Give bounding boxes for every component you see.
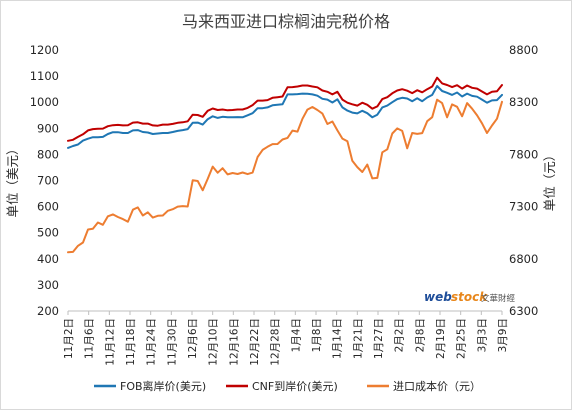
- x-tick-label-16: 2月2日: [394, 318, 406, 352]
- watermark-stock: stock: [451, 290, 488, 304]
- left-tick-label-6: 800: [37, 147, 59, 161]
- series-line-2: [67, 98, 503, 254]
- left-tick-label-5: 700: [37, 174, 59, 188]
- right-tick-label-0: 6300: [509, 304, 538, 318]
- x-tick-label-19: 2月25日: [456, 318, 468, 359]
- x-tick-label-13: 1月14日: [332, 318, 344, 359]
- x-tick-label-14: 1月21日: [352, 318, 364, 359]
- legend-label-1: CNF到岸价(美元): [252, 380, 338, 393]
- left-tick-label-9: 1100: [30, 69, 59, 83]
- legend-label-0: FOB离岸价(美元): [120, 379, 206, 393]
- left-tick-label-7: 900: [37, 121, 59, 135]
- x-axis-ticks: 11月2日 11月6日 11月12日 11月18日 11月24日 11月30日 12月6日 1…: [63, 318, 509, 366]
- x-tick-label-4: 11月24日: [146, 318, 158, 366]
- x-tick-label-0: 11月2日: [63, 318, 75, 359]
- x-tick-label-21: 3月9日: [497, 318, 509, 352]
- x-tick-label-18: 2月19日: [435, 318, 447, 359]
- watermark-cn: 文華財經: [481, 293, 516, 304]
- left-axis-ticks: 200 300 400 500 600 700 800 900 1000 1100 1200: [30, 43, 59, 318]
- x-tick-label-11: 1月4日: [290, 318, 302, 352]
- right-tick-label-1: 6800: [509, 252, 538, 266]
- left-tick-label-4: 600: [37, 200, 59, 214]
- left-tick-label-8: 1000: [30, 95, 59, 109]
- x-tick-label-1: 11月6日: [84, 318, 96, 359]
- x-tick-label-2: 11月12日: [104, 318, 116, 366]
- x-tick-label-15: 1月27日: [373, 318, 385, 359]
- x-tick-label-5: 11月30日: [166, 318, 178, 366]
- left-axis-label: 单位（美元）: [5, 142, 20, 217]
- right-tick-label-5: 8800: [509, 43, 538, 57]
- left-tick-label-3: 500: [37, 226, 59, 240]
- x-tick-label-6: 12月6日: [187, 318, 199, 359]
- chart-title: 马来西亚进口棕榈油完税价格: [182, 12, 390, 31]
- right-tick-label-3: 7800: [509, 147, 538, 161]
- x-tick-label-12: 1月8日: [311, 318, 323, 352]
- x-tick-label-17: 2月8日: [414, 318, 426, 352]
- legend-label-2: 进口成本价（元）: [393, 379, 481, 393]
- x-tick-label-9: 12月22日: [249, 318, 261, 366]
- left-tick-label-1: 300: [37, 278, 59, 292]
- webstock-watermark-logo: web stock 文華財經: [424, 290, 516, 304]
- right-tick-label-4: 8300: [509, 95, 538, 109]
- right-axis-label: 单位（元）: [542, 149, 557, 212]
- x-tick-label-8: 12月16日: [228, 318, 240, 366]
- series-line-0: [67, 85, 503, 149]
- watermark-web: web: [424, 290, 452, 304]
- left-tick-label-0: 200: [37, 304, 59, 318]
- legend: FOB离岸价(美元) CNF到岸价(美元) 进口成本价（元）: [94, 379, 481, 393]
- x-tick-label-10: 12月28日: [270, 318, 282, 366]
- series-lines: [67, 76, 503, 254]
- x-tick-marks: [67, 311, 503, 315]
- x-tick-label-3: 11月18日: [125, 318, 137, 366]
- series-line-1: [67, 76, 503, 142]
- left-tick-label-10: 1200: [30, 43, 59, 57]
- right-tick-label-2: 7300: [509, 200, 538, 214]
- x-tick-label-20: 3月3日: [476, 318, 488, 352]
- left-tick-label-2: 400: [37, 252, 59, 266]
- right-axis-ticks: 6300 6800 7300 7800 8300 8800: [509, 43, 538, 318]
- x-tick-label-7: 12月10日: [208, 318, 220, 366]
